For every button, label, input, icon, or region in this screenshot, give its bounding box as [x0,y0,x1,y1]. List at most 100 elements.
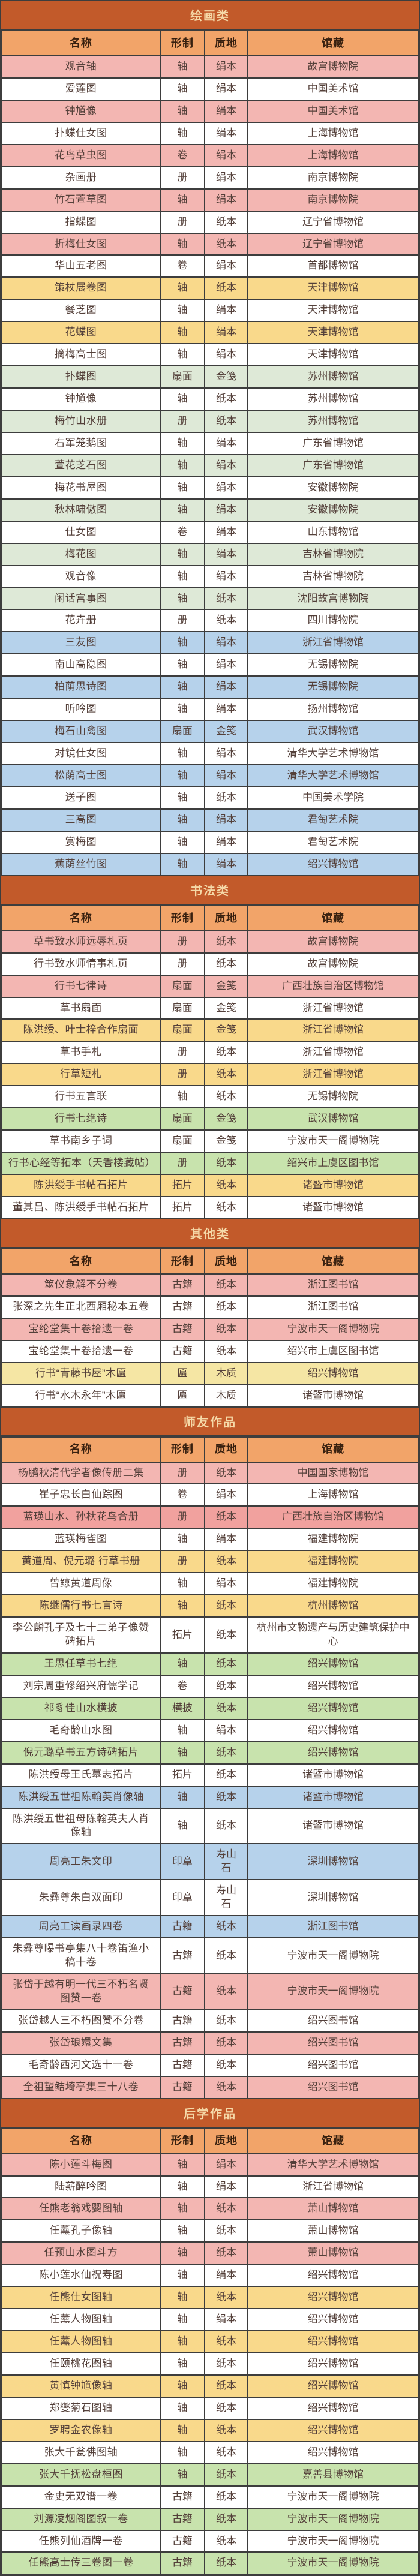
name-cell: 张大千抚松盘桓图 [1,2463,161,2487]
form-cell: 轴 [159,121,205,145]
name-cell: 董其昌、陈洪绶手书帖石拓片 [1,1195,161,1219]
table-row: 周亮工读画录四卷 古籍 纸本 浙江图书馆 [1,1915,419,1939]
material-cell: 纸本 [203,2219,249,2243]
table-row: 钟馗像轴绢本 中国美术馆 [1,99,419,123]
form-cell: 轴 [159,276,205,300]
museum-cell: 南京博物院 [247,166,419,190]
material-cell: 纸本 [203,952,249,976]
museum-cell: 绍兴博物馆 [247,2286,419,2310]
form-cell: 横披 [159,1696,205,1720]
form-cell: 轴 [159,2153,205,2177]
table-row: 陈洪绶母王氏墓志拓片 拓片 纸本 诸暨市博物馆 [1,1763,419,1787]
museum-cell: 绍兴博物馆 [247,2308,419,2332]
material-cell: 纸本 [203,1674,249,1698]
name-cell: 听吟图 [1,698,161,722]
name-cell: 全祖望鲒埼亭集三十八卷 [1,2075,161,2099]
form-cell: 轴 [159,852,205,876]
museum-cell: 绍兴博物馆 [247,2352,419,2376]
name-cell: 送子图 [1,786,161,810]
form-cell: 册 [159,1461,205,1485]
table-row: 送子图轴纸本 中国美术学院 [1,786,419,810]
museum-cell: 福建博物院 [247,1550,419,1574]
name-cell: 花卉册 [1,609,161,633]
form-cell: 古籍 [159,2053,205,2077]
form-cell: 卷 [159,520,205,544]
form-cell: 轴 [159,431,205,455]
table-row: 陈继儒行书七言诗轴纸本 杭州博物馆 [1,1594,419,1618]
form-cell: 古籍 [159,2009,205,2033]
museum-cell: 浙江图书馆 [247,1915,419,1939]
museum-cell: 广东省博物馆 [247,431,419,455]
material-cell: 纸本 [203,1696,249,1720]
museum-cell: 中国国家博物馆 [247,1461,419,1485]
form-cell: 轴 [159,387,205,411]
table-row: 扑蝶仕女图轴绢本 上海博物馆 [1,121,419,145]
form-cell: 册 [159,1505,205,1529]
table-row: 任预山水图斗方轴纸本 萧山博物馆 [1,2241,419,2265]
material-cell: 绢本 [203,188,249,212]
name-cell: 周亮工读画录四卷 [1,1915,161,1939]
table-row: 萱花芝石图轴绢本 广东省博物馆 [1,453,419,477]
name-cell: 任预山水图斗方 [1,2241,161,2265]
museum-cell: 清华大学艺术博物馆 [247,764,419,787]
form-cell: 轴 [159,2374,205,2398]
museum-cell: 君匋艺术院 [247,808,419,832]
form-cell: 扇面 [159,1129,205,1153]
museum-cell: 萧山博物馆 [247,2241,419,2265]
material-cell: 纸本 [203,2197,249,2221]
museum-cell: 诸暨市博物馆 [247,1174,419,1197]
form-cell: 册 [159,952,205,976]
material-cell: 绢本 [203,55,249,79]
material-cell: 绢本 [203,77,249,101]
material-cell: 绢本 [203,2264,249,2288]
name-cell: 朱彝尊曝书亭集八十卷笛渔小稿十卷 [1,1937,161,1974]
form-cell: 古籍 [159,2485,205,2509]
name-cell: 行书七绝诗 [1,1107,161,1131]
museum-cell: 浙江省博物馆 [247,1018,419,1042]
form-cell: 古籍 [159,1937,205,1974]
column-header-form: 形制 [159,904,205,931]
column-header-material: 质地 [203,1436,249,1463]
column-header-name: 名称 [1,1436,161,1463]
museum-cell: 浙江省博物馆 [247,1041,419,1065]
name-cell: 宝纶堂集十卷拾遗一卷 [1,1317,161,1341]
museum-cell: 吉林省博物院 [247,564,419,588]
name-cell: 任薰孔子像轴 [1,2219,161,2243]
table-row: 筮仪象解不分卷 古籍 纸本 浙江图书馆 [1,1273,419,1297]
museum-cell: 君匋艺术院 [247,830,419,854]
name-cell: 草书手札 [1,1041,161,1065]
museum-cell: 绍兴博物馆 [247,1741,419,1765]
material-cell: 绢本 [203,99,249,123]
name-cell: 萱花芝石图 [1,453,161,477]
form-cell: 拓片 [159,1616,205,1654]
form-cell: 轴 [159,2197,205,2221]
column-header-material: 质地 [203,2127,249,2154]
column-header-museum: 馆藏 [247,904,419,931]
material-cell: 绢本 [203,2308,249,2332]
table-row: 任颐桃花图轴轴纸本 绍兴博物馆 [1,2352,419,2376]
museum-cell: 故宫博物院 [247,952,419,976]
table-row: 任薰人物图轴轴纸本 绍兴博物馆 [1,2330,419,2353]
museum-cell: 南京博物院 [247,188,419,212]
material-cell: 纸本 [203,1295,249,1319]
section-title: 其他类 [1,1219,419,1248]
material-cell: 纸本 [203,2440,249,2464]
museum-cell: 首都博物馆 [247,254,419,278]
museum-cell: 浙江省博物馆 [247,1063,419,1087]
name-cell: 倪元璐草书五方诗碑拓片 [1,1741,161,1765]
material-cell: 纸本 [203,2529,249,2553]
name-cell: 观音像 [1,564,161,588]
museum-cell: 安徽博物院 [247,476,419,500]
table-row: 陆薪醉吟图轴绢本 浙江省博物馆 [1,2175,419,2199]
form-cell: 轴 [159,2396,205,2420]
museum-cell: 天津博物馆 [247,343,419,367]
name-cell: 任颐桃花图轴 [1,2352,161,2376]
material-cell: 纸本 [203,1041,249,1065]
material-cell: 纸本 [203,1085,249,1109]
material-cell: 纸本 [203,2031,249,2055]
form-cell: 卷 [159,254,205,278]
table-row: 梅石山禽图 扇面 金笺 武汉博物馆 [1,720,419,744]
table-row: 宝纶堂集十卷拾遗一卷 古籍 纸本 宁波市天一阁博物院 [1,1317,419,1341]
form-cell: 扇面 [159,1018,205,1042]
name-cell: 陈洪绶、叶士梓合作扇面 [1,1018,161,1042]
